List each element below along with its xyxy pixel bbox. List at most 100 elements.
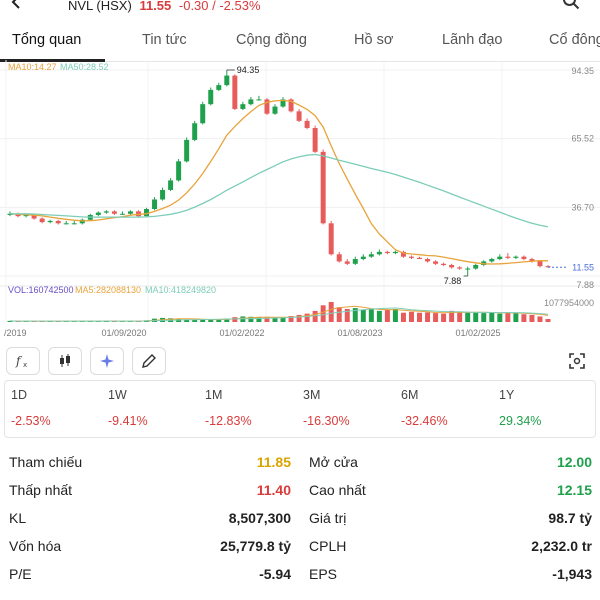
tab-bar: Tổng quan Tin tức Cộng đồng Hồ sơ Lãnh đ… [0, 22, 600, 62]
x-tick-label: /2019 [4, 328, 27, 338]
ma50-legend: MA50:28.52 [60, 62, 109, 72]
volume-bar [248, 316, 254, 322]
volume-bar [312, 310, 318, 322]
tab-shareholders[interactable]: Cổ đông [549, 32, 600, 48]
ai-analysis-button[interactable] [90, 347, 124, 375]
ma-lines [9, 99, 568, 322]
volume-bar [31, 321, 37, 322]
volume-bar [481, 313, 487, 322]
chart-type-button[interactable] [48, 347, 82, 375]
candle-body [376, 251, 382, 255]
x-tick-label: 01/02/2025 [455, 328, 500, 338]
candles [7, 70, 551, 276]
volume-bar [392, 309, 398, 322]
volume-bar [208, 319, 214, 322]
min-price-label: 7.88 [444, 276, 462, 286]
volume-bar [521, 314, 527, 322]
tab-leadership[interactable]: Lãnh đạo [442, 32, 503, 48]
volume-bar [200, 319, 206, 322]
ticker-symbol: NVL (HSX) [68, 0, 132, 13]
period-label: 1M [205, 388, 223, 402]
tab-profile[interactable]: Hồ sơ [354, 32, 394, 48]
candle-body [360, 256, 366, 260]
tab-community[interactable]: Cộng đồng [236, 32, 307, 48]
candle-body [344, 261, 350, 264]
volume-bar [449, 310, 455, 322]
volume-bar [344, 309, 350, 322]
price-chart[interactable]: MA10:14.27 MA50:28.52 VOL:160742500 MA5:282… [0, 60, 600, 342]
market-cap-label: Vốn hóa [9, 538, 62, 554]
candle-body [336, 254, 342, 262]
reference-price-label: Tham chiếu [9, 454, 83, 470]
period-performance: 1D -2.53% 1W -9.41% 1M -12.83% 3M -16.30… [4, 380, 596, 438]
candle-body [152, 199, 158, 210]
tab-overview[interactable]: Tổng quan [12, 32, 82, 48]
search-icon[interactable] [562, 0, 580, 10]
reference-price-value: 11.85 [256, 454, 291, 470]
volume-bar [256, 317, 262, 322]
volume-bar [176, 319, 182, 322]
indicator-button[interactable]: f x [6, 347, 40, 375]
candle-body [176, 161, 182, 181]
volume-bar [304, 313, 310, 322]
tab-news[interactable]: Tin tức [142, 32, 187, 48]
candle-body [240, 104, 246, 109]
candle-body [441, 263, 447, 265]
ma10-line [9, 99, 549, 265]
volume-bar [505, 312, 511, 322]
ma50-line [10, 153, 549, 228]
candle-body [200, 104, 206, 124]
volume-bar [433, 313, 439, 322]
candle-body [400, 251, 406, 257]
candle-body [168, 180, 174, 190]
candle-body [513, 256, 519, 258]
x-tick-label: 01/08/2023 [337, 328, 382, 338]
volume-bar [328, 302, 334, 322]
candle-body [537, 261, 543, 267]
volume-ma5-legend: MA5:282088130 [75, 285, 141, 295]
volume-bar [192, 319, 198, 322]
volume-bar [408, 311, 414, 322]
fullscreen-button[interactable] [560, 347, 594, 375]
candle-body [368, 254, 374, 257]
candle-body [545, 266, 551, 268]
volume-bar [336, 307, 342, 322]
volume-bar [489, 312, 495, 322]
volume-bar [224, 318, 230, 322]
open-price-value: 12.00 [556, 454, 592, 470]
candle-body [473, 264, 479, 269]
high-price-label: Cao nhất [309, 482, 366, 498]
stats-row: P/E -5.94 EPS -1,943 [0, 566, 600, 594]
candle-body [55, 220, 61, 224]
sparkle-icon [100, 354, 114, 368]
candle-body [119, 213, 125, 215]
volume-ma10-line [9, 307, 549, 322]
draw-button[interactable] [132, 347, 166, 375]
volume-bar [63, 321, 69, 322]
volume-bar [7, 320, 13, 322]
volume-bar [15, 321, 21, 322]
volume-bar [352, 308, 358, 322]
ticker-change: -0.30 / -2.53% [178, 0, 261, 13]
y-tick-label: 65.52 [571, 134, 594, 144]
candle-body [392, 251, 398, 254]
volume-bar [216, 319, 222, 322]
pe-label: P/E [9, 566, 32, 582]
candle-body [31, 214, 37, 219]
candle-body [425, 259, 431, 262]
eps-value: -1,943 [552, 566, 592, 582]
candle-body [288, 99, 294, 112]
active-tab-indicator [0, 59, 105, 62]
shares-outstanding-value: 2,232.0 tr [531, 538, 592, 554]
volume-ma10-legend: MA10:418249820 [145, 285, 216, 295]
candle-body [320, 151, 326, 224]
volume-bar [296, 314, 302, 322]
volume-bar [513, 313, 519, 322]
candle-body [15, 213, 21, 217]
candlestick-icon [60, 354, 70, 367]
volume-bar [400, 312, 406, 322]
ma10-legend: MA10:14.27 [8, 62, 57, 72]
trade-value-label: Giá trị [309, 510, 347, 526]
back-arrow-icon[interactable] [8, 0, 24, 10]
volume-bar [529, 314, 535, 322]
